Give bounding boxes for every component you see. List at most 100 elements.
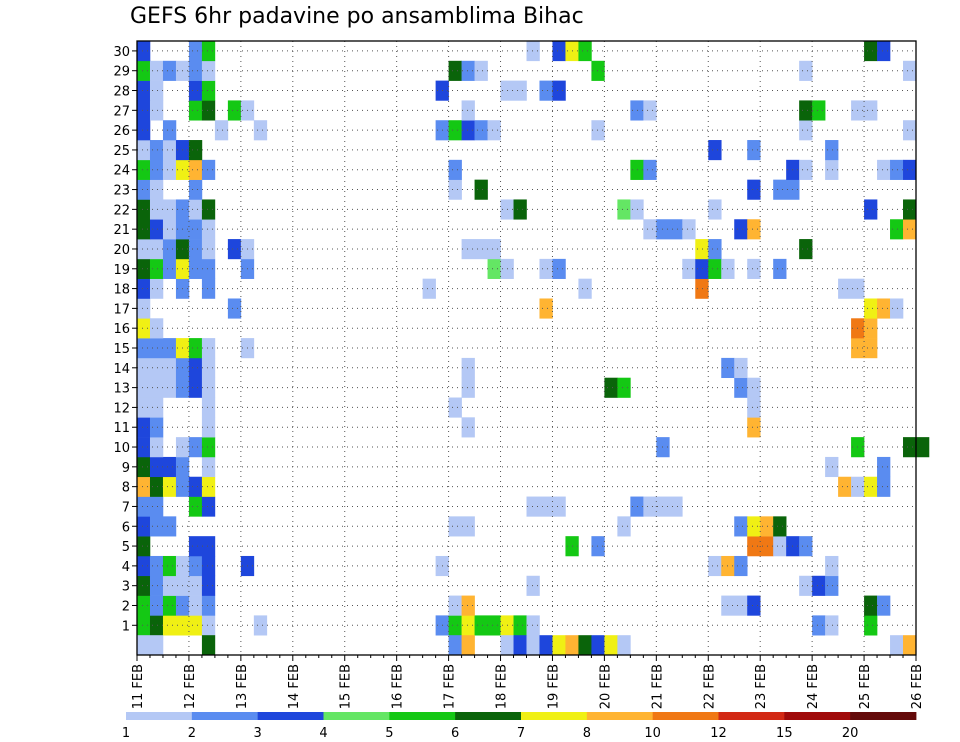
heatmap-cell <box>617 199 631 220</box>
heatmap-cell <box>188 239 203 260</box>
heatmap-cell <box>137 635 164 656</box>
heatmap-cell <box>812 100 826 121</box>
heatmap-cell <box>747 219 761 240</box>
y-tick-label: 16 <box>113 322 130 337</box>
colorbar-label: 12 <box>710 726 727 741</box>
heatmap-cell <box>799 100 813 121</box>
y-tick-label: 29 <box>113 65 130 80</box>
heatmap-cell <box>201 100 216 121</box>
heatmap-cell <box>188 555 203 577</box>
heatmap-cell <box>864 338 878 359</box>
heatmap-cell <box>253 615 268 636</box>
x-tick-label: 20 FEB <box>598 664 613 709</box>
heatmap-cell <box>461 239 501 260</box>
heatmap-cell <box>137 496 164 517</box>
heatmap-cell <box>526 635 540 656</box>
heatmap-cell <box>903 159 917 180</box>
heatmap-cell <box>812 615 826 636</box>
heatmap-cell <box>877 159 891 180</box>
heatmap-cell <box>149 318 164 339</box>
colorbar-label: 7 <box>517 726 525 741</box>
heatmap-cell <box>137 377 177 398</box>
y-tick-label: 21 <box>113 223 130 238</box>
heatmap-cell <box>149 437 164 458</box>
heatmap-cell <box>461 635 475 656</box>
heatmap-cell <box>188 377 203 398</box>
heatmap-cell <box>877 41 891 62</box>
heatmap-cell <box>201 80 216 101</box>
heatmap-cell <box>188 100 203 121</box>
heatmap-cell <box>162 120 177 141</box>
heatmap-cell <box>137 575 151 596</box>
heatmap-cell <box>825 555 839 577</box>
heatmap-cell <box>162 595 177 616</box>
heatmap-cell <box>149 555 164 577</box>
heatmap-cell <box>513 635 527 656</box>
heatmap-cell <box>149 80 164 101</box>
heatmap-cell <box>721 595 748 616</box>
heatmap-cell <box>461 377 475 398</box>
heatmap-cell <box>137 318 151 339</box>
heatmap-cell <box>890 159 904 180</box>
heatmap-cell <box>201 417 216 438</box>
heatmap-cell <box>734 516 748 537</box>
heatmap-cell <box>137 60 151 81</box>
x-tick-label: 13 FEB <box>235 664 250 709</box>
y-tick-label: 24 <box>113 164 130 179</box>
heatmap-cell <box>137 417 151 438</box>
heatmap-cell <box>773 516 787 537</box>
heatmap-cell <box>201 41 216 62</box>
y-tick-label: 11 <box>113 421 130 436</box>
heatmap-cell <box>149 60 164 81</box>
heatmap-cell <box>864 615 878 636</box>
heatmap-cell <box>149 258 164 279</box>
heatmap-cell <box>188 595 203 616</box>
colorbar-label: 1 <box>122 726 130 741</box>
x-tick-label: 19 FEB <box>546 664 561 709</box>
heatmap-cell <box>201 239 216 260</box>
heatmap-cell <box>137 120 151 141</box>
heatmap-cell <box>838 476 852 497</box>
heatmap-cell <box>864 298 878 319</box>
x-tick-label: 14 FEB <box>287 664 302 709</box>
y-tick-label: 27 <box>113 104 130 119</box>
heatmap-cell <box>214 120 229 141</box>
x-tick-label: 12 FEB <box>183 664 198 709</box>
heatmap-cell <box>513 199 527 220</box>
heatmap-cell <box>474 179 488 200</box>
y-tick-label: 6 <box>122 520 130 535</box>
heatmap-cell <box>137 199 151 220</box>
heatmap-cell <box>799 120 813 141</box>
heatmap-cell <box>760 516 774 537</box>
heatmap-cell <box>137 615 151 636</box>
heatmap-cell <box>890 635 904 656</box>
heatmap-cell <box>227 298 242 319</box>
heatmap-cell <box>474 60 488 81</box>
heatmap-cell <box>747 417 761 438</box>
heatmap-cell <box>890 298 904 319</box>
heatmap-cell <box>851 100 878 121</box>
heatmap-cell <box>162 476 177 497</box>
heatmap-cell <box>890 219 904 240</box>
heatmap-cell <box>201 575 216 596</box>
heatmap-cell <box>137 159 151 180</box>
colorbar-label: 15 <box>776 726 793 741</box>
heatmap-cell <box>162 140 177 161</box>
heatmap-cell <box>643 159 657 180</box>
heatmap-cell <box>604 635 618 656</box>
heatmap-cell <box>201 437 216 458</box>
colorbar-label: 5 <box>385 726 393 741</box>
heatmap-cell <box>903 60 917 81</box>
heatmap-cell <box>617 377 631 398</box>
y-tick-label: 13 <box>113 382 130 397</box>
heatmap-cell <box>539 258 553 279</box>
heatmap-cell <box>162 258 177 279</box>
heatmap-cell <box>162 555 177 577</box>
y-tick-label: 26 <box>113 124 130 139</box>
heatmap-cell <box>734 357 748 379</box>
heatmap-cell <box>656 219 683 240</box>
x-tick-label: 21 FEB <box>650 664 665 709</box>
heatmap-cell <box>188 437 203 458</box>
heatmap-cell <box>461 417 475 438</box>
